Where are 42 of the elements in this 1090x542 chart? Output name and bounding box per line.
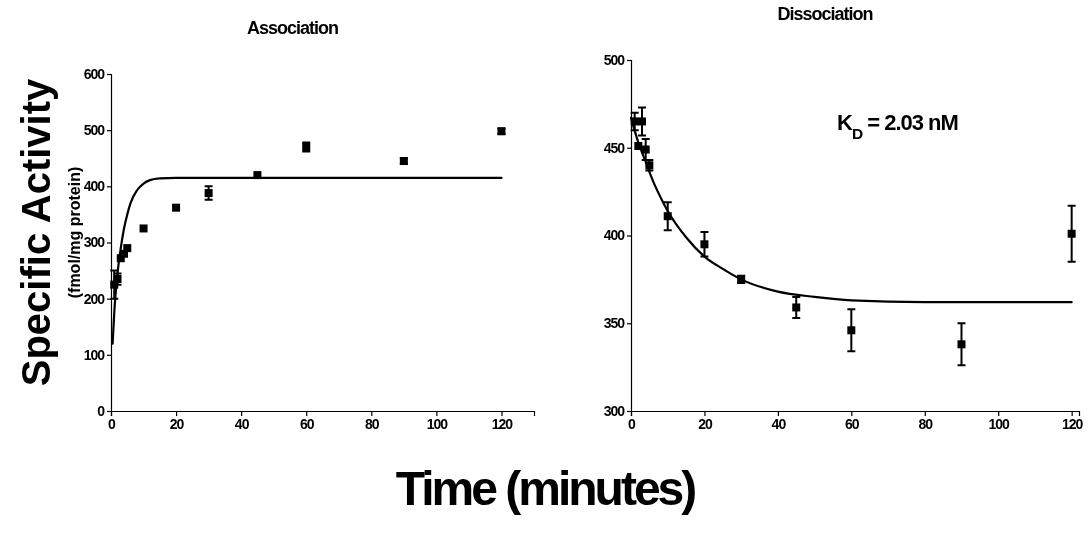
y-tick-label: 100 — [83, 346, 106, 363]
x-tick-label: 20 — [169, 415, 185, 432]
y-tick-label: 500 — [603, 51, 626, 68]
x-tick-label: 0 — [108, 415, 117, 432]
x-tick-label: 80 — [918, 415, 934, 432]
point — [641, 145, 650, 154]
point — [1067, 229, 1076, 238]
y-tick-label: 450 — [603, 139, 626, 156]
y-tick-label: 300 — [603, 402, 626, 419]
point — [847, 326, 856, 335]
annotation: K$_{D}$ = 2.03 nM — [837, 110, 958, 142]
chart-title: Association — [246, 18, 339, 38]
point — [172, 203, 181, 212]
x-tick-label: 0 — [628, 415, 637, 432]
x-tick-label: 60 — [845, 415, 860, 432]
x-tick-label: 100 — [988, 415, 1011, 432]
y-tick-label: 400 — [83, 178, 106, 195]
y-tick-label: 0 — [97, 402, 106, 419]
point — [700, 240, 709, 249]
y-axis-title: Specific Activity (fmol/mg protein) — [14, 77, 83, 387]
x-tick-label: 80 — [365, 415, 380, 432]
chart-title: Dissociation — [777, 4, 873, 24]
y-tick-label: 600 — [83, 65, 106, 82]
point — [638, 117, 647, 126]
point — [123, 244, 132, 253]
y-tick-label: 200 — [83, 290, 106, 307]
x-tick-label: 120 — [1061, 415, 1084, 432]
point — [139, 224, 148, 233]
point — [792, 303, 801, 312]
y-tick-label: 300 — [83, 234, 106, 251]
point — [957, 340, 966, 349]
x-tick-label: 60 — [299, 415, 315, 432]
x-tick-label: 40 — [234, 415, 250, 432]
x-tick-label: 100 — [426, 415, 449, 432]
y-tick-label: 400 — [603, 227, 626, 244]
x-tick-label: 120 — [491, 415, 514, 432]
y-tick-label: 500 — [83, 122, 106, 139]
x-axis-title: Time (minutes) — [395, 462, 696, 515]
y-tick-label: 350 — [603, 315, 626, 332]
x-tick-label: 20 — [698, 415, 713, 432]
x-tick-label: 40 — [771, 415, 787, 432]
point — [204, 189, 213, 198]
